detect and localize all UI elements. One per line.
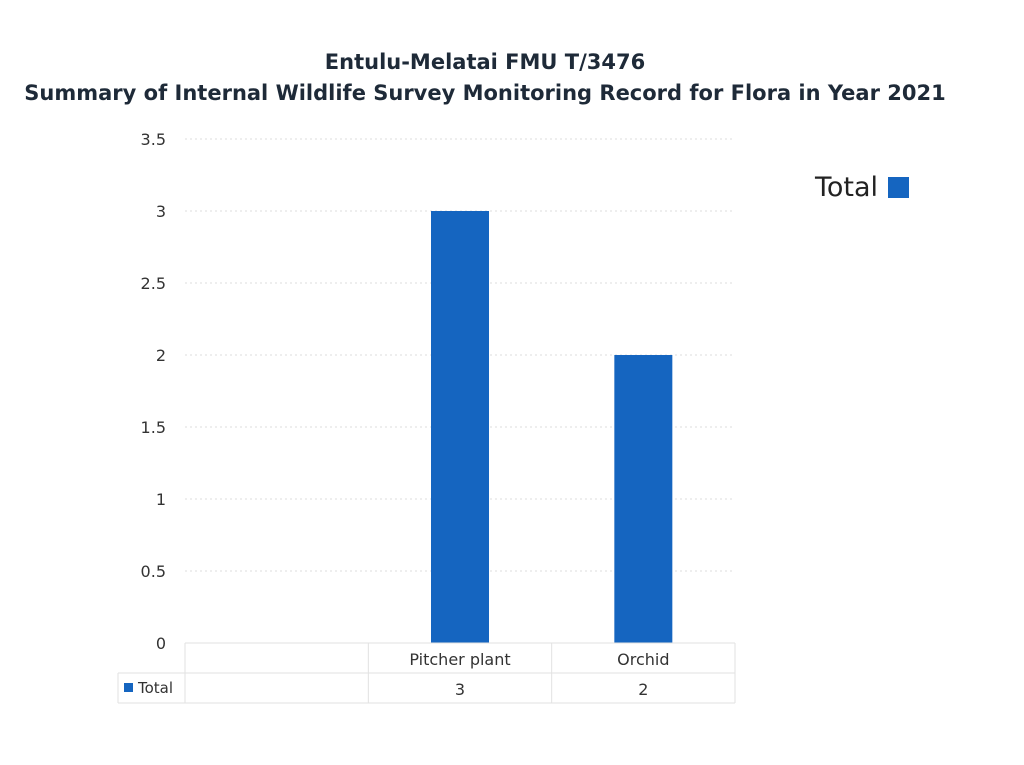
table-legend-swatch bbox=[124, 683, 133, 692]
y-tick-label: 3.5 bbox=[141, 130, 166, 149]
y-tick-label: 2 bbox=[156, 346, 166, 365]
bar bbox=[431, 211, 489, 643]
y-tick-label: 3 bbox=[156, 202, 166, 221]
chart-subtitle: Summary of Internal Wildlife Survey Moni… bbox=[24, 81, 946, 105]
chart-title: Entulu-Melatai FMU T/3476 bbox=[324, 50, 646, 74]
legend-swatch bbox=[888, 177, 910, 198]
y-tick-label: 1 bbox=[156, 490, 166, 509]
category-label: Orchid bbox=[617, 650, 669, 669]
table-value: 2 bbox=[638, 680, 648, 699]
legend-label: Total bbox=[815, 172, 879, 203]
y-tick-label: 1.5 bbox=[141, 418, 166, 437]
table-row-label: Total bbox=[137, 679, 173, 697]
y-tick-label: 2.5 bbox=[141, 274, 166, 293]
table-value: 3 bbox=[455, 680, 465, 699]
category-label: Pitcher plant bbox=[409, 650, 510, 669]
bar bbox=[614, 355, 673, 643]
y-tick-label: 0.5 bbox=[141, 562, 166, 581]
y-tick-label: 0 bbox=[156, 634, 166, 653]
legend: Total bbox=[815, 172, 910, 203]
